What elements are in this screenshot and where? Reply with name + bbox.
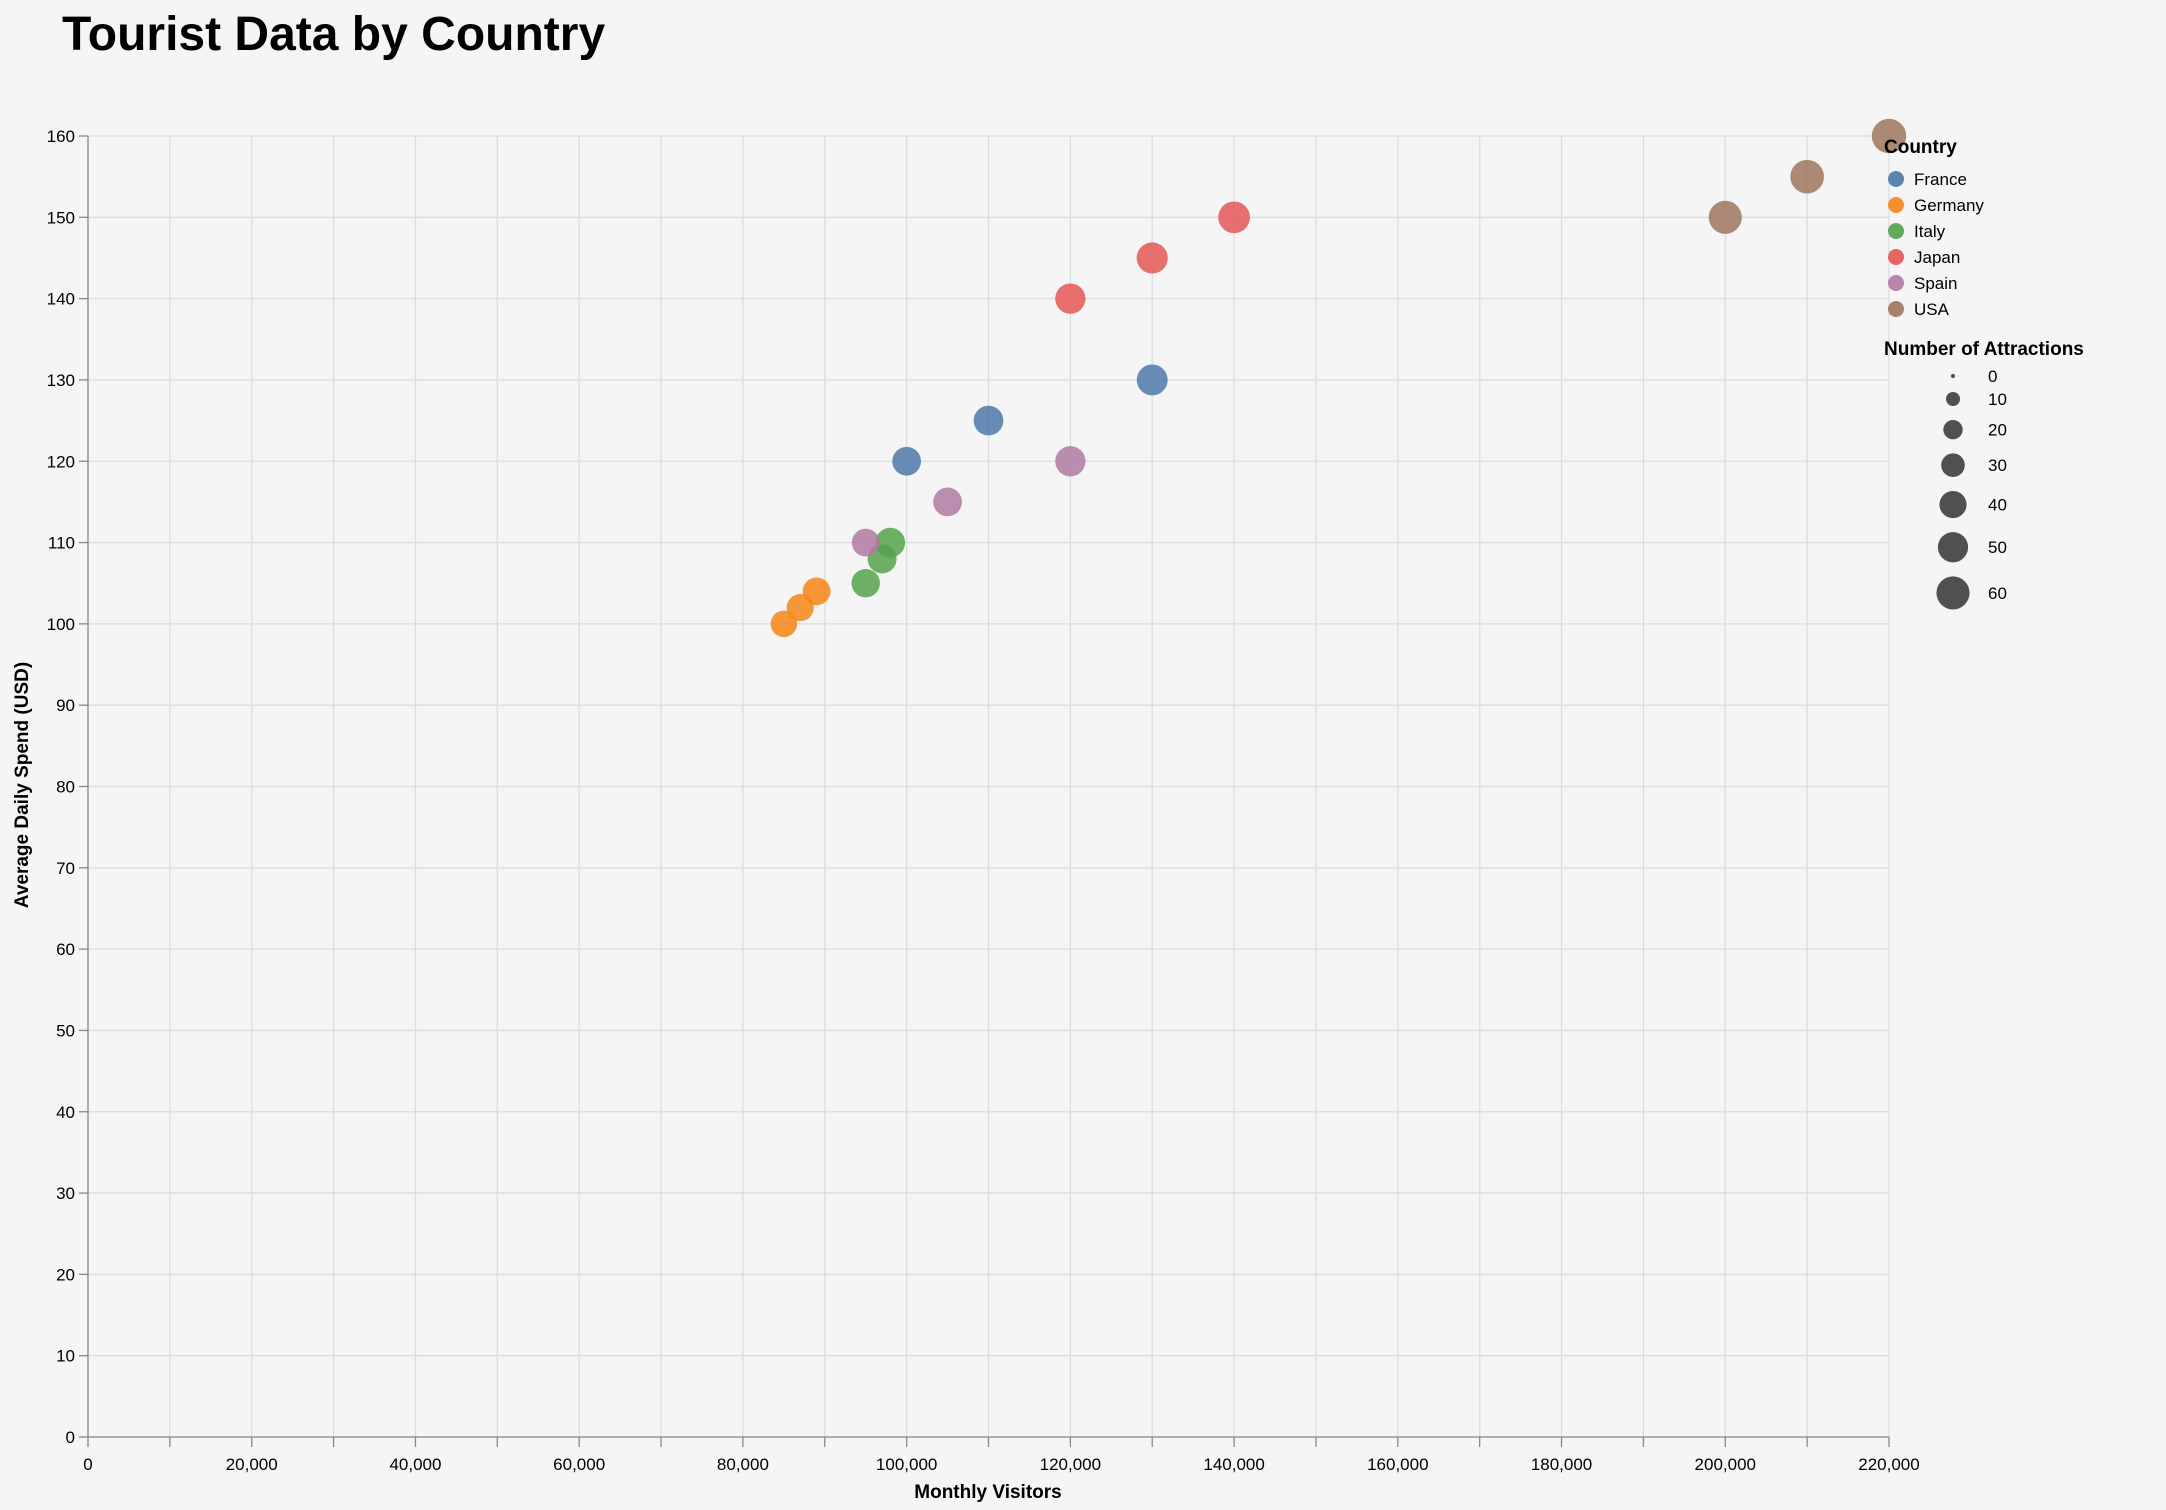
y-tick-label: 10 [56, 1347, 75, 1366]
marks-layer [770, 118, 1907, 638]
x-tick-label: 140,000 [1203, 1455, 1264, 1474]
x-tick-label: 60,000 [553, 1455, 605, 1474]
size-legend-label: 20 [1988, 421, 2007, 440]
legend-swatch-france [1888, 171, 1904, 187]
legend: Country FranceGermanyItalyJapanSpainUSA … [1884, 137, 2084, 610]
y-tick-label: 40 [56, 1103, 75, 1122]
data-point-france [973, 405, 1004, 436]
data-point-france [892, 446, 922, 476]
legend-swatch-japan [1888, 249, 1904, 265]
y-tick-label: 30 [56, 1184, 75, 1203]
data-point-japan [1218, 201, 1250, 234]
data-point-italy [875, 527, 906, 558]
size-legend-circle [1937, 532, 1969, 563]
x-tick-label: 200,000 [1695, 1455, 1756, 1474]
size-legend-label: 10 [1988, 390, 2007, 409]
y-axis-title: Average Daily Spend (USD) [12, 662, 33, 908]
data-point-italy [851, 569, 880, 598]
x-tick-label: 120,000 [1040, 1455, 1101, 1474]
legend-label-france: France [1914, 170, 1967, 189]
data-point-usa [1790, 159, 1824, 194]
data-point-spain [851, 528, 880, 557]
data-point-germany [770, 610, 798, 638]
size-legend-label: 60 [1988, 584, 2007, 603]
x-tick-label: 100,000 [876, 1455, 937, 1474]
x-tick-label: 220,000 [1858, 1455, 1919, 1474]
size-legend-circle [1946, 392, 1960, 406]
legend-label-japan: Japan [1914, 248, 1960, 267]
legend-swatch-usa [1888, 301, 1904, 317]
size-legend-label: 40 [1988, 496, 2007, 515]
data-point-france [1136, 364, 1168, 396]
x-tick-label: 160,000 [1367, 1455, 1428, 1474]
x-axis-title: Monthly Visitors [914, 1482, 1061, 1503]
legend-swatch-italy [1888, 223, 1904, 239]
y-tick-label: 80 [56, 778, 75, 797]
legend-label-italy: Italy [1914, 222, 1946, 241]
x-tick-label: 0 [83, 1455, 92, 1474]
legend-swatch-spain [1888, 275, 1904, 291]
x-tick-label: 40,000 [389, 1455, 441, 1474]
size-legend-items: 0 10 20 30 40 50 60 [1936, 367, 2007, 610]
data-point-spain [1055, 446, 1086, 477]
size-legend-title: Number of Attractions [1884, 339, 2084, 360]
data-point-usa [1708, 200, 1742, 234]
data-point-japan [1055, 283, 1086, 314]
size-legend-label: 0 [1988, 367, 1997, 386]
data-point-germany [802, 577, 831, 606]
x-tick-label: 180,000 [1531, 1455, 1592, 1474]
data-point-spain [933, 487, 962, 517]
size-legend-circle [1943, 420, 1963, 440]
y-tick-label: 120 [47, 452, 75, 471]
legend-label-spain: Spain [1914, 274, 1957, 293]
y-tick-label: 0 [66, 1428, 75, 1447]
y-tick-label: 130 [47, 371, 75, 390]
data-point-usa [1871, 118, 1907, 154]
legend-swatch-germany [1888, 197, 1904, 213]
size-legend-circle [1936, 576, 1970, 610]
x-tick-label: 20,000 [226, 1455, 278, 1474]
size-legend-circle [1939, 490, 1967, 519]
grid-layer [87, 135, 1890, 1438]
y-tick-label: 160 [47, 127, 75, 146]
y-tick-label: 50 [56, 1021, 75, 1040]
y-tick-label: 100 [47, 615, 75, 634]
legend-label-germany: Germany [1914, 196, 1984, 215]
size-legend-label: 30 [1988, 456, 2007, 475]
y-tick-label: 20 [56, 1265, 75, 1284]
y-tick-label: 60 [56, 940, 75, 959]
x-tick-label: 80,000 [717, 1455, 769, 1474]
size-legend-circle [1951, 374, 1955, 378]
color-legend-title: Country [1884, 137, 1957, 158]
y-tick-label: 150 [47, 208, 75, 227]
y-tick-label: 140 [47, 290, 75, 309]
size-legend-label: 50 [1988, 538, 2007, 557]
y-tick-label: 110 [48, 534, 75, 553]
y-tick-label: 90 [56, 696, 75, 715]
y-tick-label: 70 [56, 859, 75, 878]
axes-layer: 0 20,000 40,000 60,000 80,000 100,000 120,000 1… [47, 127, 1920, 1474]
data-point-japan [1136, 242, 1168, 274]
color-legend-items: France Germany Italy Japan Spain USA [1888, 170, 1984, 319]
size-legend-circle [1941, 453, 1965, 477]
legend-label-usa: USA [1914, 300, 1950, 319]
chart-title: Tourist Data by Country [62, 8, 605, 61]
